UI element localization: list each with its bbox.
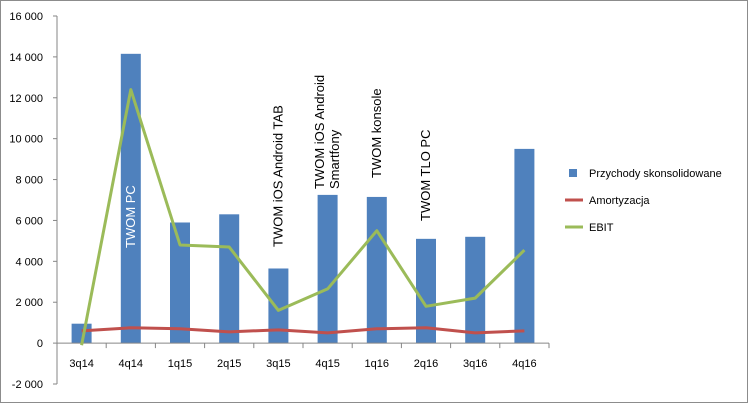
annotation-label: Smartfony — [327, 129, 342, 189]
annotation-label: TWOM PC — [123, 185, 138, 248]
y-tick-label: 0 — [37, 338, 43, 350]
y-tick-label: 8 000 — [15, 175, 43, 187]
bar-2q15 — [219, 214, 240, 344]
y-tick-label: 12 000 — [9, 93, 43, 105]
x-tick-label: 3q16 — [463, 358, 487, 370]
y-tick-label: 2 000 — [15, 297, 43, 309]
bar-4q14 — [120, 53, 141, 344]
bar-4q16 — [514, 148, 535, 344]
bar-1q16 — [366, 196, 387, 344]
line-amortyzacja — [81, 326, 525, 335]
y-tick-label: 4 000 — [15, 256, 43, 268]
x-tick-label: 4q16 — [512, 358, 536, 370]
x-tick-label: 3q14 — [69, 358, 93, 370]
x-tick-label: 3q15 — [266, 358, 290, 370]
legend-swatch — [569, 169, 577, 177]
legend-label: Przychody skonsolidowane — [589, 168, 722, 180]
bar-3q16 — [465, 236, 486, 344]
bar-2q16 — [416, 238, 436, 344]
annotation-label: TWOM iOS Android — [312, 75, 327, 189]
y-tick-label: 10 000 — [9, 134, 43, 146]
x-tick-label: 4q14 — [119, 358, 143, 370]
annotation-label: TWOM konsole — [369, 88, 384, 178]
legend-label: Amortyzacja — [589, 195, 650, 207]
line-ebit — [80, 88, 526, 346]
y-tick-label: 16 000 — [9, 11, 43, 23]
bar-1q15 — [170, 222, 190, 344]
x-tick-label: 4q15 — [315, 358, 339, 370]
annotation-label: TWOM iOS Android TAB — [270, 105, 285, 247]
x-tick-label: 2q15 — [217, 358, 241, 370]
bar-4q15 — [317, 194, 338, 344]
x-tick-label: 2q16 — [414, 358, 438, 370]
y-tick-label: 14 000 — [9, 52, 43, 64]
legend-label: EBIT — [589, 222, 614, 234]
bar-3q14 — [71, 323, 92, 344]
x-tick-label: 1q15 — [168, 358, 192, 370]
y-tick-label: 6 000 — [15, 215, 43, 227]
x-tick-label: 1q16 — [365, 358, 389, 370]
bar-3q15 — [268, 268, 289, 344]
y-tick-label: -2 000 — [12, 379, 43, 391]
annotation-label: TWOM TLO PC — [418, 130, 433, 221]
